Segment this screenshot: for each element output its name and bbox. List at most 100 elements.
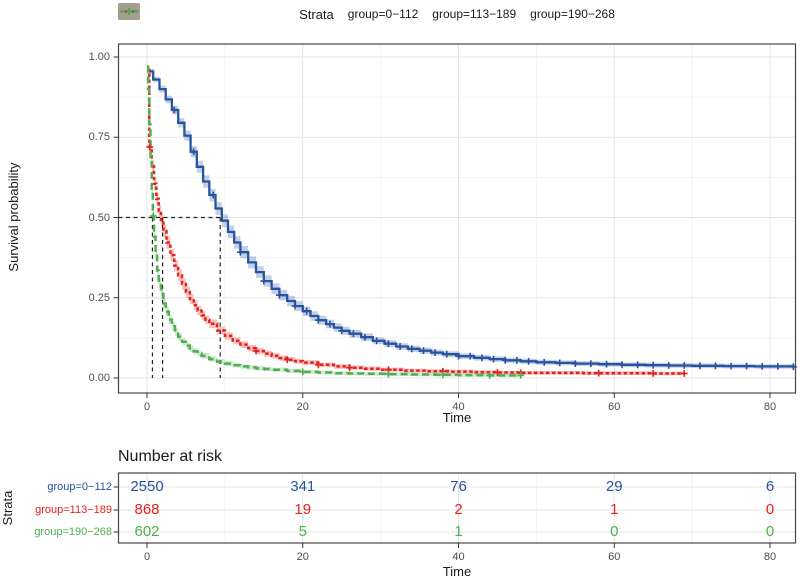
censor-plus-mark [190,148,198,156]
censor-plus-mark [587,360,595,367]
confidence-band [147,69,794,369]
censor-plus-mark [346,364,353,372]
censor-marks [146,106,797,379]
y-axis-title: Survival probability [6,162,21,272]
censor-plus-mark [540,358,548,366]
censor-plus-mark [299,368,307,376]
risk-count: 1 [610,501,619,518]
risk-count: 1 [454,523,463,540]
risk-count: 6 [765,478,775,495]
censor-plus-mark [727,362,735,370]
confidence-bands [147,64,794,378]
censor-plus-mark [170,106,178,114]
survival-curves [146,65,795,377]
censor-plus-mark [774,363,782,370]
risk-table-x-tick-label: 20 [296,551,309,563]
risk-count: 0 [610,523,619,540]
censor-plus-mark [712,362,719,370]
censor-plus-mark [595,369,603,377]
censor-plus-mark [260,277,268,285]
censor-plus-mark [237,248,244,256]
legend-key-icon [118,3,140,20]
risk-table-x-tick-label: 0 [143,551,151,563]
risk-row-label: group=190−268 [34,526,112,538]
censor-plus-mark [455,352,462,360]
risk-count: 5 [298,523,307,540]
censor-plus-mark [525,357,532,365]
survival-curve [146,65,521,377]
censor-plus-mark [443,350,451,358]
risk-count: 341 [290,478,316,495]
risk-count: 76 [450,478,467,495]
censor-plus-mark [571,360,579,367]
survival-curve [147,70,795,368]
panel-borders [117,43,797,544]
censor-plus-mark [466,352,474,360]
legend-item-label: group=190−268 [530,7,615,21]
censor-plus-mark [603,360,610,368]
censor-plus-mark [314,361,322,369]
legend-item-group-190-268: group=190−268 [118,3,615,21]
median-reference-lines [118,216,221,378]
censor-plus-mark [209,191,217,199]
risk-count: 0 [765,523,775,540]
censor-plus-mark [350,330,357,338]
axis-ticks [113,56,771,548]
x-axis-title: Time [442,410,472,425]
censor-plus-mark [314,316,322,324]
censor-plus-mark [420,347,427,355]
censor-plus-mark [396,343,404,350]
censor-plus-mark [665,362,673,369]
censor-plus-mark [501,356,509,364]
censor-plus-mark [758,363,766,370]
y-tick-label: 0.75 [88,131,110,144]
censor-plus-mark [291,302,299,310]
censor-plus-mark [478,354,486,362]
censor-plus-mark [326,320,334,328]
censor-plus-mark [517,372,525,379]
y-tick-label: 0.00 [88,372,110,384]
risk-table-title: Number at risk [118,448,223,465]
censor-plus-mark [252,347,260,355]
risk-count: 0 [765,501,775,518]
censor-plus-mark [149,212,157,220]
censor-plus-mark [439,371,447,379]
censor-plus-mark [283,356,291,364]
censor-plus-mark [361,333,369,341]
gridlines [118,44,796,543]
y-tick-label: 1.00 [88,51,110,63]
censor-plus-mark [373,337,381,345]
censor-plus-mark [338,327,346,335]
legend: Strata group=0−112 group=113−189 group=1… [118,3,796,25]
risk-row-label: group=0−112 [47,481,112,493]
censor-plus-mark [556,359,564,367]
censor-plus-mark [494,369,501,376]
risk-count: 2550 [130,478,164,495]
risk-count: 29 [605,478,623,495]
risk-count: 19 [294,501,312,518]
censor-plus-mark [513,356,521,364]
censor-plus-mark [634,361,641,369]
risk-count: 868 [134,501,160,518]
risk-count: 2 [454,501,463,518]
censor-plus-mark [408,345,416,353]
legend-item-label: group=0−112 [347,7,419,21]
censor-plus-mark [385,340,392,348]
risk-table-x-tick-label: 60 [608,551,621,563]
x-tick-label: 80 [763,401,777,413]
censor-plus-mark [490,355,497,363]
censor-plus-mark [696,362,704,370]
x-tick-label: 20 [296,401,309,413]
survival-curve [147,68,685,375]
y-tick-label: 0.50 [88,211,110,224]
legend-title: Strata [299,6,334,22]
risk-table-x-tick-label: 80 [763,551,777,563]
legend-item-label: group=113−189 [432,7,517,21]
x-tick-label: 40 [452,401,465,413]
censor-plus-mark [385,370,392,378]
risk-count: 602 [134,523,160,540]
x-tick-label: 0 [143,401,151,413]
x-tick-label: 60 [608,401,621,413]
